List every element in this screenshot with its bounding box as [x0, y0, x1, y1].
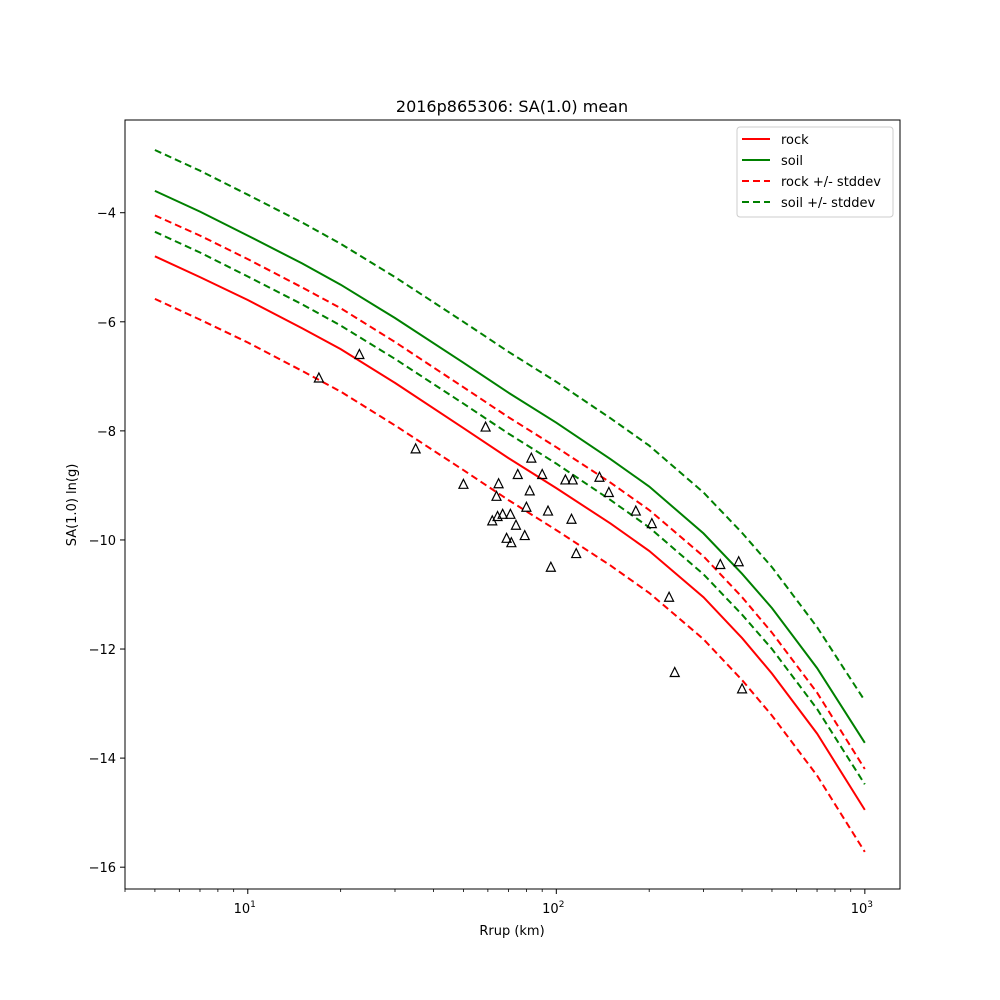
observation-marker	[536, 468, 548, 480]
y-tick-label: −8	[97, 425, 116, 440]
observation-marker	[545, 560, 557, 572]
observation-marker	[669, 666, 681, 678]
plot-area: −4 −6 −8 −10 −12 −14 −16 101 102 103 rock soil rock …	[89, 119, 901, 917]
series-line-1	[154, 189, 866, 744]
legend-label: soil	[781, 154, 803, 169]
observation-marker	[663, 590, 675, 602]
legend-label: rock	[781, 133, 809, 148]
legend-label: soil +/- stddev	[781, 196, 876, 211]
observation-marker	[524, 484, 536, 496]
series-line-0	[154, 255, 866, 811]
observation-marker	[505, 536, 517, 548]
observation-marker	[520, 500, 532, 512]
y-axis-label: SA(1.0) ln(g)	[65, 464, 80, 547]
observation-marker	[457, 477, 469, 489]
observation-marker	[736, 682, 748, 694]
observation-marker	[480, 420, 492, 432]
observation-marker	[603, 486, 615, 498]
y-tick-label: −4	[97, 207, 116, 222]
y-tick-label: −12	[89, 643, 116, 658]
observation-marker	[525, 451, 537, 463]
series-line-5	[154, 230, 866, 785]
observation-marker	[559, 473, 571, 485]
y-tick-label: −16	[89, 861, 116, 876]
observation-marker	[504, 507, 516, 519]
observation-marker	[501, 531, 513, 543]
x-tick-label: 102	[542, 900, 564, 917]
observation-marker	[593, 470, 605, 482]
x-tick-label: 103	[851, 900, 873, 917]
observation-marker	[714, 558, 726, 570]
observation-marker	[313, 371, 325, 383]
y-tick-label: −10	[89, 534, 116, 549]
observation-marker	[733, 555, 745, 567]
series-line-4	[154, 149, 866, 702]
observation-marker	[510, 518, 522, 530]
observation-marker	[570, 547, 582, 559]
observation-marker	[493, 477, 505, 489]
observation-marker	[567, 473, 579, 485]
legend-label: rock +/- stddev	[781, 175, 881, 190]
observation-marker	[410, 442, 422, 454]
observation-marker	[491, 489, 502, 501]
chart-title: 2016p865306: SA(1.0) mean	[396, 97, 628, 116]
observation-marker	[630, 504, 642, 516]
y-tick-label: −6	[97, 316, 116, 331]
y-tick-label: −14	[89, 752, 116, 767]
plot-frame	[124, 119, 901, 890]
observation-marker	[519, 529, 531, 541]
x-tick-label: 101	[234, 900, 256, 917]
observation-marker	[646, 517, 658, 529]
observation-marker	[353, 348, 365, 360]
legend-box	[736, 126, 894, 218]
series-line-3	[154, 297, 866, 853]
observation-marker	[497, 507, 509, 519]
observation-marker	[566, 512, 577, 524]
observation-marker	[542, 504, 554, 516]
observation-marker	[512, 468, 524, 480]
series-line-2	[154, 214, 866, 770]
x-axis-label: Rrup (km)	[479, 924, 544, 939]
